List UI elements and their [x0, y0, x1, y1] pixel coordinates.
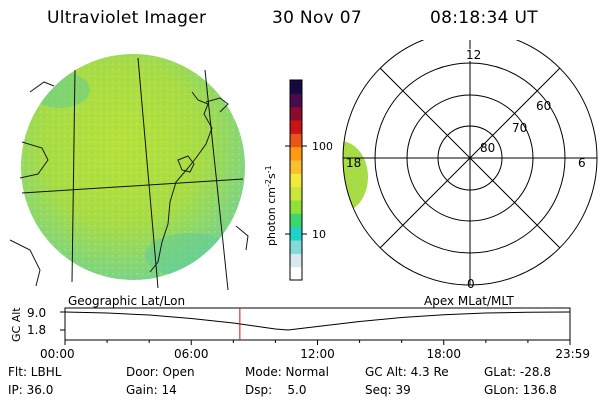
colorbar-swatch	[290, 173, 302, 188]
instrument-title: Ultraviolet Imager	[47, 8, 207, 28]
colorbar-unit-label: photon cm-2s-1	[264, 165, 278, 246]
colorbar-swatch	[290, 146, 302, 161]
mlt-label-12: 12	[466, 48, 481, 62]
time-tick-label: 18:00	[426, 347, 461, 361]
ip-info: IP: 36.0	[8, 383, 54, 397]
mlat-label-80: 80	[480, 141, 495, 155]
mlat-label-70: 70	[512, 121, 527, 135]
mlat-label-60: 60	[536, 99, 551, 113]
timeline-y-hi: 9.0	[27, 306, 46, 320]
dsp-info: Dsp: 5.0	[245, 383, 307, 397]
polar-mlat-mlt-plot: 12 0 18 6 80 70 60	[342, 40, 598, 291]
colorbar-swatch	[290, 93, 302, 108]
timeline-y-axis-label: GC Alt	[10, 307, 23, 342]
colorbar-swatch	[290, 186, 302, 201]
mlt-label-18: 18	[346, 156, 361, 170]
colorbar-tick-10: 10	[312, 228, 326, 241]
colorbar-swatch	[290, 120, 302, 134]
colorbar-swatch	[290, 160, 302, 174]
latlon-grid	[21, 57, 244, 291]
colorbar-swatch	[290, 226, 302, 241]
colorbar-swatch	[290, 106, 302, 121]
coastline-overlay	[9, 81, 249, 287]
polar-image-segment	[343, 141, 368, 213]
colorbar-swatch	[290, 240, 302, 254]
mode-info: Mode: Normal	[245, 365, 329, 379]
colorbar-swatch	[290, 200, 302, 214]
gc-altitude-timeline: GC Alt 9.0 1.8 00:00 06:00 12:00 18:00 23:59	[10, 306, 590, 361]
sequence-info: Seq: 39	[365, 383, 411, 397]
gc-altitude-info: GC Alt: 4.3 Re	[365, 365, 449, 379]
colorbar-swatch	[290, 266, 302, 281]
mlt-label-6: 6	[578, 156, 586, 170]
colorbar-swatch	[290, 80, 302, 94]
time-tick-label: 12:00	[300, 347, 335, 361]
gc-altitude-curve	[64, 311, 571, 331]
time-tick-label: 23:59	[555, 347, 590, 361]
colorbar-tick-100: 100	[312, 140, 332, 153]
gain-info: Gain: 14	[126, 383, 177, 397]
geographic-image-panel	[9, 54, 249, 291]
geo-latitude-info: GLat: -28.8	[484, 365, 551, 379]
colorbar-swatch	[290, 133, 302, 148]
door-info: Door: Open	[126, 365, 195, 379]
filter-info: Flt: LBHL	[8, 365, 62, 379]
colorbar-swatch	[290, 253, 302, 268]
apex-mlat-mlt-title: Apex MLat/MLT	[424, 294, 514, 308]
geographic-latlon-title: Geographic Lat/Lon	[68, 294, 186, 308]
mlt-label-0: 0	[467, 277, 475, 291]
time-label: 08:18:34 UT	[430, 8, 538, 28]
color-scale-bar: 100 10 photon cm-2s-1	[264, 79, 332, 281]
colorbar-swatch	[290, 213, 302, 228]
time-tick-label: 06:00	[174, 347, 209, 361]
date-label: 30 Nov 07	[272, 8, 362, 28]
timeline-y-lo: 1.8	[27, 323, 46, 337]
time-tick-label: 00:00	[40, 347, 75, 361]
geo-longitude-info: GLon: 136.8	[484, 383, 557, 397]
